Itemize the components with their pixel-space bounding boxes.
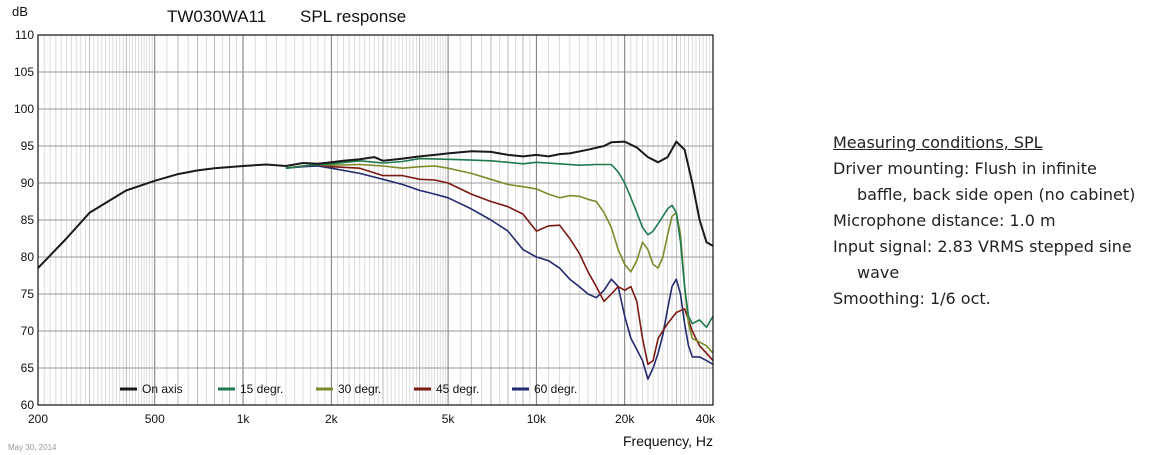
notes-line-1: Driver mounting: Flush in infinite	[833, 159, 1097, 178]
x-tick-label: 10k	[527, 412, 547, 426]
legend-label: 60 degr.	[534, 382, 577, 396]
x-tick-label: 40k	[696, 412, 716, 426]
legend-label: On axis	[142, 382, 183, 396]
x-tick-label: 2k	[325, 412, 339, 426]
legend-label: 30 degr.	[338, 382, 381, 396]
legend-label: 45 degr.	[436, 382, 479, 396]
y-tick-label: 80	[21, 250, 35, 264]
chart-model: TW030WA11	[167, 7, 266, 26]
grid	[38, 34, 713, 406]
y-tick-label: 110	[15, 28, 34, 42]
y-tick-label: 70	[21, 324, 35, 338]
y-tick-label: 95	[21, 139, 35, 153]
x-tick-label: 20k	[615, 412, 635, 426]
notes-heading: Measuring conditions, SPL	[833, 133, 1043, 152]
plot-frame	[37, 34, 714, 406]
notes-line-2: baffle, back side open (no cabinet)	[857, 185, 1136, 204]
x-tick-label: 5k	[442, 412, 456, 426]
notes-line-3: Microphone distance: 1.0 m	[833, 211, 1056, 230]
series-line-15-degr	[285, 157, 714, 329]
y-tick-label: 65	[21, 361, 35, 375]
x-tick-label: 200	[28, 412, 48, 426]
notes-line-4: Input signal: 2.83 VRMS stepped sine	[833, 237, 1132, 256]
legend: On axis 15 degr. 30 degr. 45 degr. 60 degr.	[120, 382, 577, 396]
y-axis-unit: dB	[12, 4, 28, 19]
legend-label: 15 degr.	[240, 382, 283, 396]
notes-line-6: Smoothing: 1/6 oct.	[833, 289, 991, 308]
x-tick-label: 1k	[237, 412, 251, 426]
date-label: May 30, 2014	[8, 443, 57, 452]
x-tick-labels: 200 500 1k 2k 5k 10k 20k 40k	[28, 412, 716, 426]
y-tick-label: 100	[14, 102, 34, 116]
y-tick-label: 60	[21, 398, 35, 412]
x-axis-label: Frequency, Hz	[623, 433, 713, 449]
measuring-conditions: Measuring conditions, SPL Driver mountin…	[833, 130, 1163, 312]
series-line-on-axis	[37, 140, 714, 269]
y-tick-label: 90	[21, 176, 35, 190]
notes-line-5: wave	[857, 263, 900, 282]
y-tick-label: 85	[21, 213, 35, 227]
y-tick-label: 105	[14, 65, 34, 79]
y-tick-labels: 60 65 70 75 80 85 90 95 100 105 110	[14, 28, 34, 412]
y-tick-label: 75	[21, 287, 35, 301]
series-line-45-degr	[285, 163, 714, 366]
x-tick-label: 500	[145, 412, 165, 426]
chart-title: SPL response	[300, 7, 406, 26]
series-lines	[37, 140, 714, 380]
